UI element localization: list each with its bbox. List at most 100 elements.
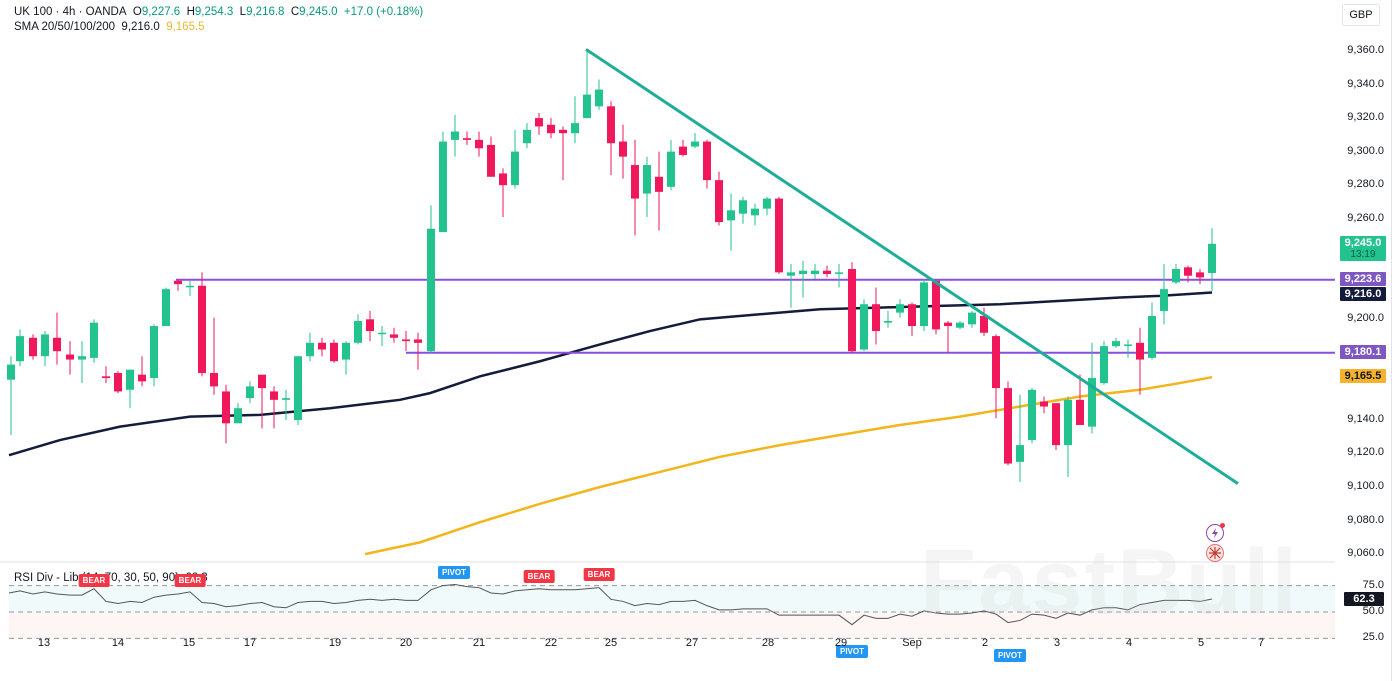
- candle-body: [1076, 399, 1084, 425]
- rsi-axis-label: 50.0: [1362, 605, 1384, 617]
- candle-body: [1004, 388, 1012, 464]
- candle-body: [114, 372, 122, 392]
- time-axis-label: 27: [685, 637, 699, 649]
- bear-signal-label: BEAR: [583, 568, 615, 581]
- candle-body: [78, 356, 86, 360]
- candle-body: [451, 131, 459, 140]
- candle-body: [860, 304, 868, 350]
- candle-body: [547, 124, 555, 134]
- candle-body: [16, 336, 24, 362]
- candle-body: [378, 332, 386, 335]
- candle-body: [932, 280, 940, 330]
- low-value: 9,216.8: [246, 6, 285, 18]
- bear-signal-label: BEAR: [174, 574, 206, 587]
- candle-body: [150, 326, 158, 379]
- high-value: 9,254.3: [194, 6, 234, 18]
- lightning-event-icon[interactable]: [1206, 523, 1225, 542]
- price-axis-label: 9,140.0: [1347, 412, 1384, 425]
- price-axis-label: 9,360.0: [1347, 44, 1384, 56]
- candle-body: [703, 141, 711, 181]
- candle-body: [1160, 289, 1168, 311]
- candle-body: [246, 386, 254, 399]
- uk-flag-icon[interactable]: [1206, 544, 1224, 562]
- price-axis-label: 9,100.0: [1347, 480, 1384, 493]
- price-axis-label: 9,340.0: [1347, 77, 1384, 90]
- candle-body: [896, 304, 904, 313]
- candle-body: [66, 354, 74, 360]
- candle-body: [763, 198, 771, 209]
- sma-value-1: 9,216.0: [121, 21, 160, 33]
- trendline: [585, 48, 1239, 485]
- candle-body: [138, 374, 146, 382]
- candle-body: [487, 144, 495, 177]
- sma-legend: SMA 20/50/100/200 9,216.0 9,165.5: [14, 21, 205, 33]
- pivot-signal-label: PIVOT: [835, 645, 869, 658]
- candle-body: [1148, 315, 1156, 358]
- candle-body: [1124, 344, 1132, 346]
- rsi-upper-zone: [9, 585, 1335, 612]
- candle-body: [1172, 269, 1180, 283]
- candle-body: [198, 285, 206, 373]
- candle-body: [162, 289, 170, 327]
- candle-body: [511, 151, 519, 186]
- candle-body: [210, 372, 218, 387]
- candle-body: [1136, 342, 1144, 360]
- price-axis-label: 9,260.0: [1347, 211, 1384, 224]
- change-value: +17.0 (+0.18%): [343, 6, 424, 18]
- candle-body: [631, 165, 639, 199]
- candle-body: [1088, 378, 1096, 427]
- candle-body: [499, 173, 507, 186]
- sma-label[interactable]: SMA 20/50/100/200: [14, 21, 116, 33]
- candle-body: [848, 269, 856, 352]
- rsi-axis-label: 75.0: [1362, 578, 1384, 591]
- currency-button[interactable]: GBP: [1342, 4, 1380, 26]
- candle-body: [956, 322, 964, 328]
- candle-body: [427, 228, 435, 352]
- rsi-axis-label: 25.0: [1362, 631, 1384, 644]
- candle-body: [643, 165, 651, 194]
- time-axis-label: 29: [834, 637, 848, 649]
- candle-body: [1028, 389, 1036, 441]
- open-value: 9,227.6: [141, 6, 181, 18]
- candle-body: [186, 285, 194, 288]
- time-axis-label: Sep: [902, 637, 922, 649]
- sma100-price-tag: 9,216.0: [1340, 287, 1386, 301]
- candle-body: [439, 141, 447, 233]
- candle-body: [402, 339, 410, 342]
- sma-value-2: 9,165.5: [166, 21, 205, 33]
- symbol-label[interactable]: UK 100 · 4h · OANDA: [14, 6, 127, 18]
- candle-body: [884, 320, 892, 323]
- candle-body: [968, 312, 976, 325]
- candle-body: [294, 356, 302, 420]
- candle-body: [775, 198, 783, 273]
- candle-body: [1040, 401, 1048, 407]
- candle-body: [835, 272, 843, 274]
- resistance-price-tag: 9,223.6: [1340, 272, 1386, 286]
- candle-body: [475, 139, 483, 149]
- bear-signal-label: BEAR: [523, 570, 555, 583]
- candle-body: [41, 334, 49, 357]
- price-axis-label: 9,280.0: [1347, 178, 1384, 191]
- candle-body: [944, 322, 952, 327]
- price-axis-label: 9,200.0: [1347, 312, 1384, 325]
- candle-body: [1100, 346, 1108, 384]
- candle-body: [691, 141, 699, 147]
- time-axis-label: 17: [243, 637, 257, 649]
- pivot-signal-label: PIVOT: [437, 566, 471, 579]
- time-axis-label: 14: [111, 637, 125, 649]
- rsi-value-tag: 62.3: [1344, 591, 1384, 606]
- candle-body: [7, 364, 15, 380]
- candle-body: [727, 210, 735, 221]
- time-axis-label: 20: [399, 637, 413, 649]
- time-axis-label: 28: [761, 637, 775, 649]
- candle-body: [234, 408, 242, 424]
- candle-body: [823, 270, 831, 275]
- candle-body: [595, 89, 603, 107]
- candle-body: [535, 118, 543, 127]
- candle-body: [222, 391, 230, 424]
- candle-body: [523, 129, 531, 144]
- candle-body: [1196, 272, 1204, 278]
- candle-body: [90, 322, 98, 358]
- price-axis-label: 9,300.0: [1347, 144, 1384, 157]
